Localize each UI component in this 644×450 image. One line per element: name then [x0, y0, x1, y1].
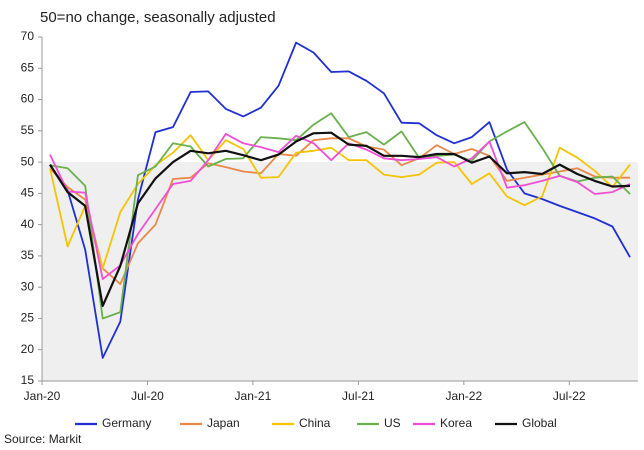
x-tick-label: Jul-20 — [131, 389, 164, 403]
y-tick-label: 45 — [21, 186, 35, 200]
y-tick-label: 40 — [21, 217, 35, 231]
y-tick-label: 70 — [21, 29, 35, 43]
legend-label: China — [299, 416, 331, 430]
x-tick-label: Jan-20 — [24, 389, 61, 403]
legend-label: Global — [522, 416, 557, 430]
series-line — [49, 134, 631, 270]
y-tick-label: 15 — [21, 373, 35, 387]
series-line — [49, 112, 631, 320]
series-line — [49, 133, 631, 280]
y-tick-label: 30 — [21, 279, 35, 293]
y-tick-label: 55 — [21, 123, 35, 137]
chart-title: 50=no change, seasonally adjusted — [40, 9, 276, 26]
y-tick-label: 65 — [21, 60, 35, 74]
x-tick-label: Jul-22 — [553, 389, 586, 403]
x-tick-label: Jul-21 — [342, 389, 375, 403]
y-tick-label: 60 — [21, 92, 35, 106]
y-tick-label: 35 — [21, 248, 35, 262]
legend-label: Germany — [102, 416, 151, 430]
series-line — [49, 41, 631, 359]
y-tick-label: 20 — [21, 342, 35, 356]
legend-label: Japan — [207, 416, 240, 430]
x-tick-label: Jan-21 — [235, 389, 272, 403]
series-line — [49, 131, 631, 307]
y-tick-label: 25 — [21, 311, 35, 325]
legend-label: Korea — [440, 416, 472, 430]
y-tick-label: 50 — [21, 154, 35, 168]
source-note: Source: Markit — [4, 432, 82, 446]
legend-label: US — [384, 416, 401, 430]
x-tick-label: Jan-22 — [445, 389, 482, 403]
